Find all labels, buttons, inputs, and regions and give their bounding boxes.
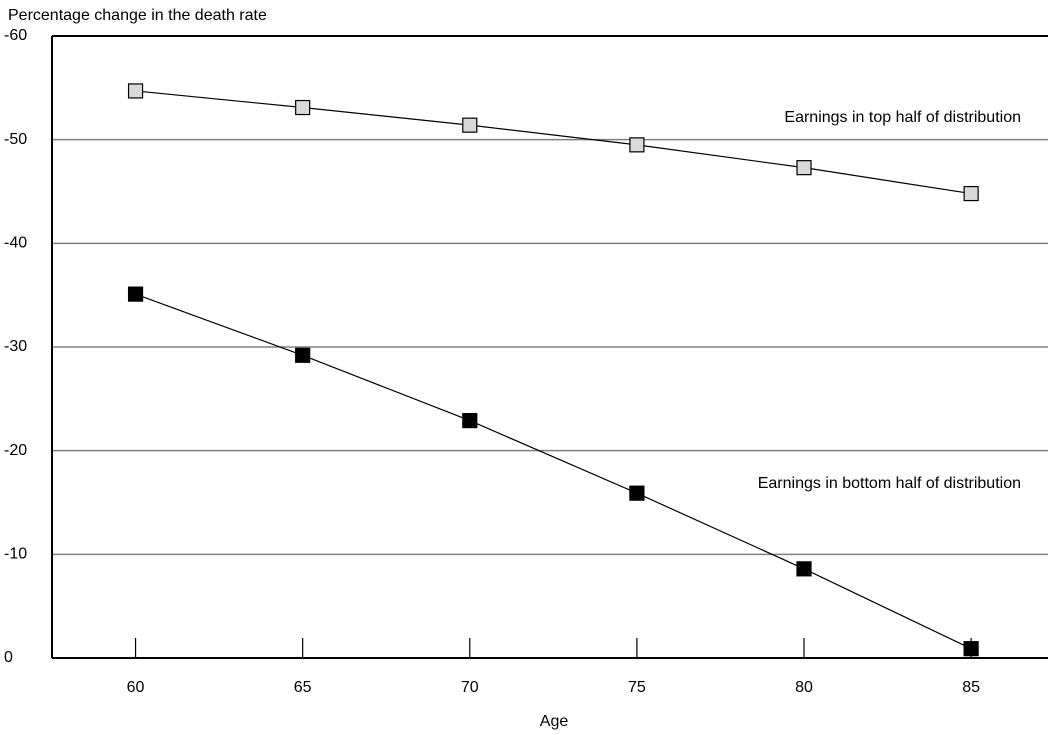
y-tick-label: -50 bbox=[4, 131, 27, 148]
point-marker bbox=[127, 286, 144, 302]
point-marker bbox=[629, 485, 645, 501]
x-axis-label: Age bbox=[540, 713, 569, 730]
y-axis-label: Percentage change in the death rate bbox=[8, 7, 267, 24]
point-marker bbox=[295, 347, 311, 363]
y-tick-label: -10 bbox=[4, 546, 27, 563]
point-marker bbox=[796, 160, 812, 176]
y-tick-label: -60 bbox=[4, 27, 27, 44]
y-tick-label: -20 bbox=[4, 442, 27, 459]
x-tick-label: 85 bbox=[962, 679, 980, 696]
x-tick-label: 75 bbox=[628, 679, 646, 696]
x-tick-label: 80 bbox=[795, 679, 813, 696]
point-marker bbox=[629, 137, 645, 153]
point-marker bbox=[963, 641, 979, 657]
series-label: Earnings in bottom half of distribution bbox=[758, 475, 1021, 492]
y-tick-label: -30 bbox=[4, 338, 27, 355]
x-tick-label: 60 bbox=[127, 679, 145, 696]
point-marker bbox=[796, 561, 812, 577]
y-tick-label: 0 bbox=[4, 649, 13, 666]
series-label: Earnings in top half of distribution bbox=[784, 109, 1021, 126]
point-marker bbox=[462, 413, 478, 429]
series-line bbox=[135, 90, 972, 195]
x-tick-label: 65 bbox=[294, 679, 312, 696]
y-tick-label: -40 bbox=[4, 235, 27, 252]
series-line bbox=[135, 293, 972, 650]
point-marker bbox=[127, 83, 144, 99]
point-marker bbox=[295, 99, 311, 116]
x-tick-label: 70 bbox=[461, 679, 479, 696]
point-marker bbox=[462, 117, 478, 133]
point-marker bbox=[963, 185, 979, 202]
